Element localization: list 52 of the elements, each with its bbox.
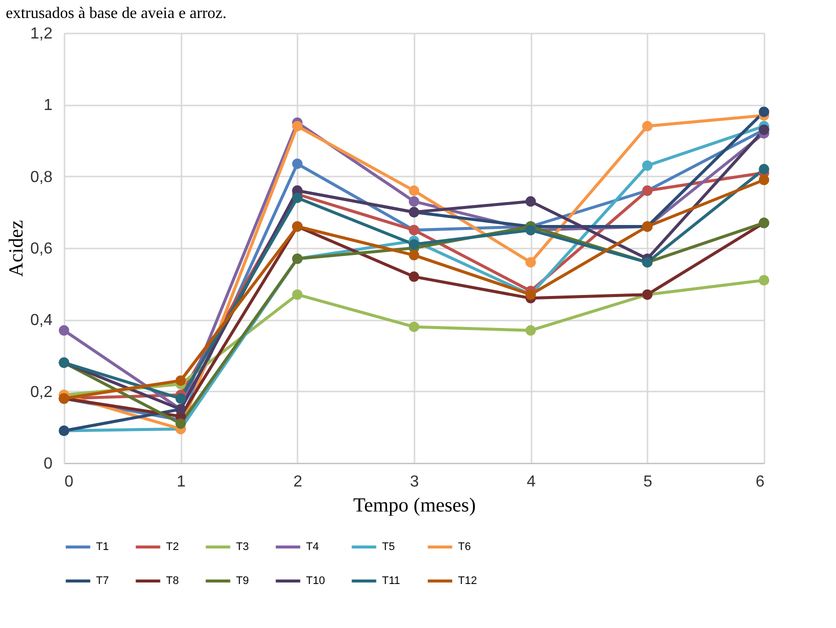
point — [292, 289, 303, 300]
point — [408, 239, 420, 250]
point — [525, 257, 536, 268]
legend-label: T1 — [96, 541, 109, 553]
point — [408, 185, 420, 196]
legend-label: T10 — [306, 575, 325, 587]
x-tick-label: 4 — [526, 474, 536, 490]
point — [408, 196, 420, 207]
point — [758, 275, 770, 286]
legend-label: T11 — [382, 575, 400, 587]
legend-label: T5 — [382, 541, 395, 553]
legend-label: T6 — [458, 541, 471, 553]
legend-label: T4 — [306, 541, 319, 553]
x-tick-label: 2 — [293, 474, 302, 490]
point — [758, 106, 770, 118]
point — [642, 160, 653, 171]
point — [408, 250, 420, 260]
point — [175, 418, 186, 429]
x-tick-label: 1 — [176, 474, 186, 490]
legend-label: T2 — [166, 541, 179, 553]
point — [292, 192, 303, 204]
point — [175, 393, 186, 404]
point — [175, 375, 186, 386]
x-tick-label: 6 — [756, 474, 765, 490]
y-tick-label: 0,2 — [30, 384, 53, 401]
x-tick-label: 0 — [64, 474, 74, 490]
point — [758, 174, 770, 186]
x-tick-label: 3 — [410, 474, 420, 490]
x-tick-label: 5 — [643, 474, 652, 490]
legend-label: T9 — [236, 575, 249, 587]
y-tick-label: 0,8 — [30, 168, 53, 186]
y-tick-label: 1,2 — [30, 26, 53, 42]
point — [525, 196, 536, 207]
point — [408, 271, 420, 282]
point — [58, 325, 70, 336]
y-tick-label: 0,4 — [30, 312, 53, 330]
y-tick-label: 0 — [44, 456, 53, 472]
legend-label: T7 — [96, 575, 109, 587]
legend-label: T3 — [236, 541, 249, 553]
y-axis-title: Acidez — [5, 220, 28, 277]
point — [642, 120, 653, 132]
legend-label: T12 — [458, 575, 477, 587]
y-tick-label: 0,6 — [30, 240, 53, 258]
point — [292, 120, 303, 132]
legend-label: T8 — [166, 575, 179, 587]
point — [758, 164, 770, 174]
y-tick-label: 1 — [44, 97, 53, 114]
point — [292, 158, 303, 170]
chart-title: extrusados à base de aveia e arroz. — [6, 5, 227, 22]
point — [525, 325, 536, 336]
point — [408, 322, 420, 332]
x-axis-title: Tempo (meses) — [353, 494, 476, 516]
